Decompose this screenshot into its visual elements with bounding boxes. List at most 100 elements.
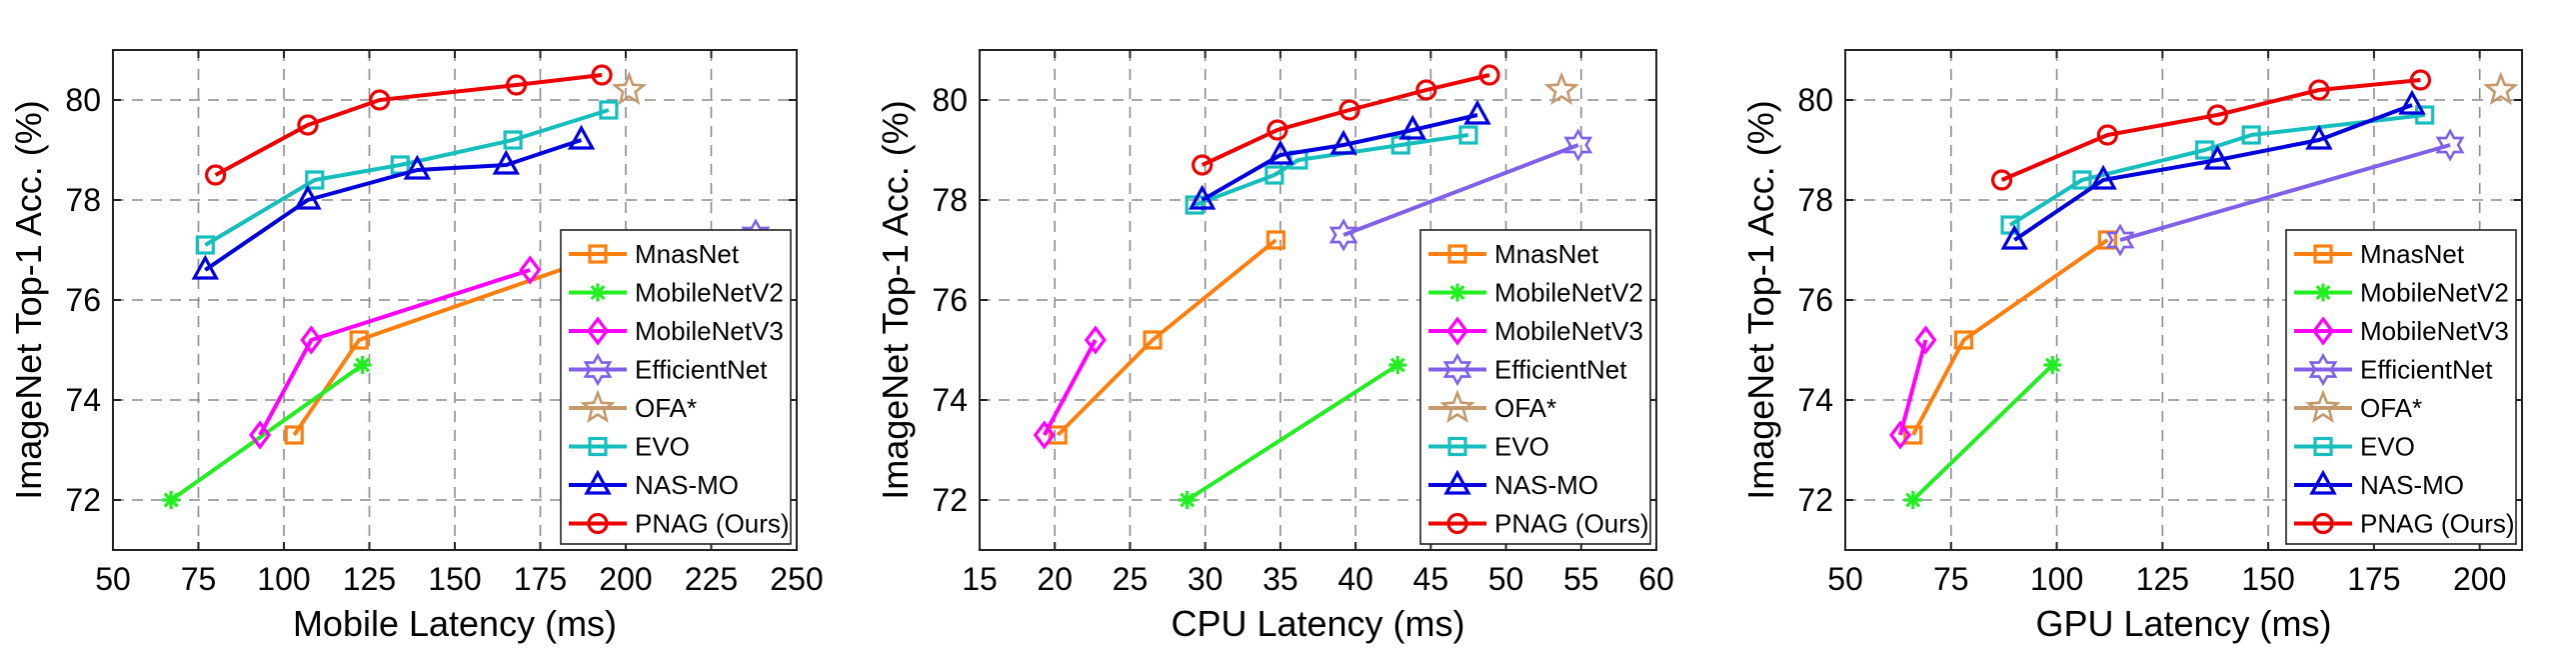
series-line-pnag-ours [214,73,603,177]
data-point-efficientnet [2105,223,2135,257]
legend: MnasNet MobileNetV2 MobileNetV3 EfficientNe… [560,229,792,545]
legend-marker [2308,352,2338,387]
data-point-mobilenetv3 [1084,325,1107,355]
data-point-mobilenetv2 [353,356,372,374]
x-tick-label: 200 [2453,561,2506,597]
data-point-nas-mo [2000,224,2028,250]
y-tick-label: 74 [65,382,101,418]
series-line-mnasnet [1056,238,1278,437]
legend-label: MobileNetV2 [1494,278,1643,308]
series-line-mobilenetv3 [1042,339,1098,436]
legend-marker [1443,469,1471,495]
data-point-nas-mo [403,154,432,180]
legend-entry-efficientnet: EfficientNet [1428,352,1627,387]
data-point-mnasnet [1953,330,1974,350]
data-point-pnag-ours [2308,79,2330,101]
series-ofa [1543,71,1579,105]
series-line-pnag-ours [1201,73,1490,167]
y-axis-label: ImageNet Top-1 Acc. (%) [8,100,49,500]
legend-marker [2309,469,2337,495]
legend-marker [580,389,616,423]
y-tick-label: 76 [1797,282,1833,318]
data-point-mobilenetv3 [1889,420,1912,450]
y-axis-label: ImageNet Top-1 Acc. (%) [875,100,916,500]
series-line-nas-mo [2013,103,2413,242]
legend-label: EVO [635,432,690,462]
legend-label: MnasNet [635,239,740,269]
data-point-mnasnet [1903,425,1923,445]
y-tick-label: 76 [932,282,968,318]
x-tick-label: 175 [514,561,567,597]
x-tick-label: 40 [1337,561,1373,597]
x-tick-label: 50 [1827,561,1863,597]
legend-entry-nas-mo: NAS-MO [1428,469,1598,500]
series-line-pnag-ours [2000,78,2421,182]
legend-label: OFA* [635,393,697,423]
data-point-pnag-ours [1192,154,1214,176]
series-line-evo [1194,133,1469,207]
series-mnasnet [1048,230,1286,445]
data-point-evo [2415,105,2435,125]
legend-entry-ofa: OFA* [2294,389,2422,423]
series-line-mobilenetv3 [258,268,531,436]
series-pnag-ours [1990,69,2432,191]
data-point-pnag-ours [369,89,391,111]
legend-box [560,229,792,545]
legend-label: MobileNetV2 [2360,278,2509,308]
data-point-ofa [2483,71,2519,105]
y-tick-label: 78 [1797,182,1833,218]
legend-entry-mnasnet: MnasNet [2294,239,2465,269]
x-tick-label: 25 [1113,561,1149,597]
legend-marker [2312,316,2334,346]
data-point-nas-mo [1329,129,1357,155]
x-tick-label: 175 [2347,561,2400,597]
x-tick-label: 225 [685,561,738,597]
ticks: 50 75 100 125 150 175 200 72 74 76 78 80 [1797,50,2522,597]
data-point-evo [195,235,215,255]
series-nas-mo [191,124,596,280]
series-line-evo [2008,113,2425,227]
data-point-evo [2241,125,2261,145]
series-mobilenetv2 [1178,356,1407,509]
data-point-nas-mo [2203,144,2232,170]
x-tick-label: 125 [2136,561,2189,597]
series-efficientnet [2105,128,2465,257]
chart-panel-2: 15 20 25 30 35 40 45 50 55 60 72 74 76 78 80 CPU Latenc… [875,49,1674,644]
data-point-pnag-ours [1338,99,1360,121]
x-tick-label: 100 [257,561,310,597]
data-point-mnasnet [1266,230,1286,250]
legend-marker [2305,389,2341,423]
legend-entry-ofa: OFA* [1428,389,1556,423]
y-tick-label: 72 [932,482,968,518]
data-point-nas-mo [567,124,596,150]
data-point-evo [1185,195,1205,215]
x-tick-label: 250 [770,561,823,597]
series-efficientnet [1328,128,1593,252]
data-point-pnag-ours [205,164,227,186]
legend-marker [588,244,608,264]
series-line-mobilenetv2 [1911,363,2054,502]
legend-entry-pnag-ours: PNAG (Ours) [569,509,790,539]
series-ofa [2483,71,2519,105]
x-tick-label: 35 [1263,561,1298,597]
legend: MnasNet MobileNetV2 MobileNetV3 EfficientNe… [2285,229,2517,545]
data-point-nas-mo [492,149,521,175]
x-tick-label: 60 [1638,561,1674,597]
series-nas-mo [2000,89,2426,250]
legend-marker [2312,512,2334,535]
data-point-mobilenetv3 [249,420,272,450]
chart-panel-3: 50 75 100 125 150 175 200 72 74 76 78 80 GPU Latency… [1740,49,2523,644]
y-tick-label: 80 [1797,82,1833,118]
x-tick-label: 50 [1488,561,1524,597]
series-evo [2000,105,2435,235]
legend-entry-mobilenetv3: MobileNetV3 [2294,316,2509,346]
series-pnag-ours [1192,64,1500,176]
x-tick-label: 15 [962,561,998,597]
x-axis-label: CPU Latency (ms) [1171,603,1464,644]
series-line-mnasnet [1910,238,2109,436]
data-point-evo [1458,125,1478,145]
ticks: 15 20 25 30 35 40 45 50 55 60 72 74 76 78 80 [932,50,1674,597]
x-tick-label: 125 [343,561,396,597]
legend-marker [1442,352,1472,387]
data-point-evo [2072,170,2092,190]
